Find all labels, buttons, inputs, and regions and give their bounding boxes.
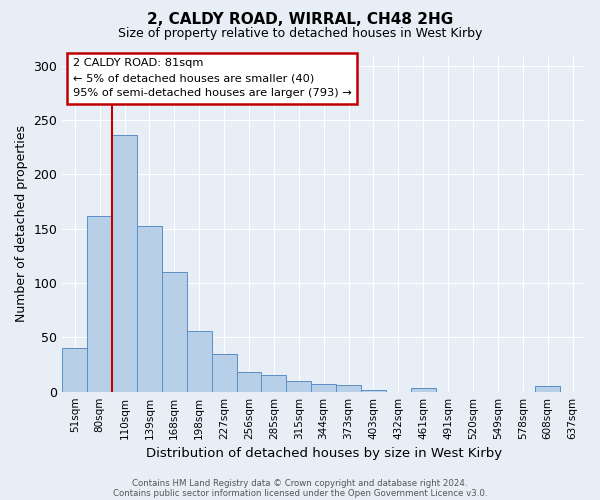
X-axis label: Distribution of detached houses by size in West Kirby: Distribution of detached houses by size …	[146, 447, 502, 460]
Bar	[535, 386, 560, 392]
Bar	[137, 226, 162, 392]
Bar	[361, 390, 386, 392]
Y-axis label: Number of detached properties: Number of detached properties	[15, 125, 28, 322]
Text: 2, CALDY ROAD, WIRRAL, CH48 2HG: 2, CALDY ROAD, WIRRAL, CH48 2HG	[147, 12, 453, 28]
Bar	[162, 272, 187, 392]
Bar	[187, 331, 212, 392]
Bar	[286, 381, 311, 392]
Text: Contains HM Land Registry data © Crown copyright and database right 2024.: Contains HM Land Registry data © Crown c…	[132, 478, 468, 488]
Text: 2 CALDY ROAD: 81sqm
← 5% of detached houses are smaller (40)
95% of semi-detache: 2 CALDY ROAD: 81sqm ← 5% of detached hou…	[73, 58, 352, 98]
Bar	[62, 348, 87, 392]
Text: Size of property relative to detached houses in West Kirby: Size of property relative to detached ho…	[118, 28, 482, 40]
Text: Contains public sector information licensed under the Open Government Licence v3: Contains public sector information licen…	[113, 488, 487, 498]
Bar	[411, 388, 436, 392]
Bar	[112, 136, 137, 392]
Bar	[212, 354, 236, 392]
Bar	[236, 372, 262, 392]
Bar	[87, 216, 112, 392]
Bar	[311, 384, 336, 392]
Bar	[336, 385, 361, 392]
Bar	[262, 376, 286, 392]
